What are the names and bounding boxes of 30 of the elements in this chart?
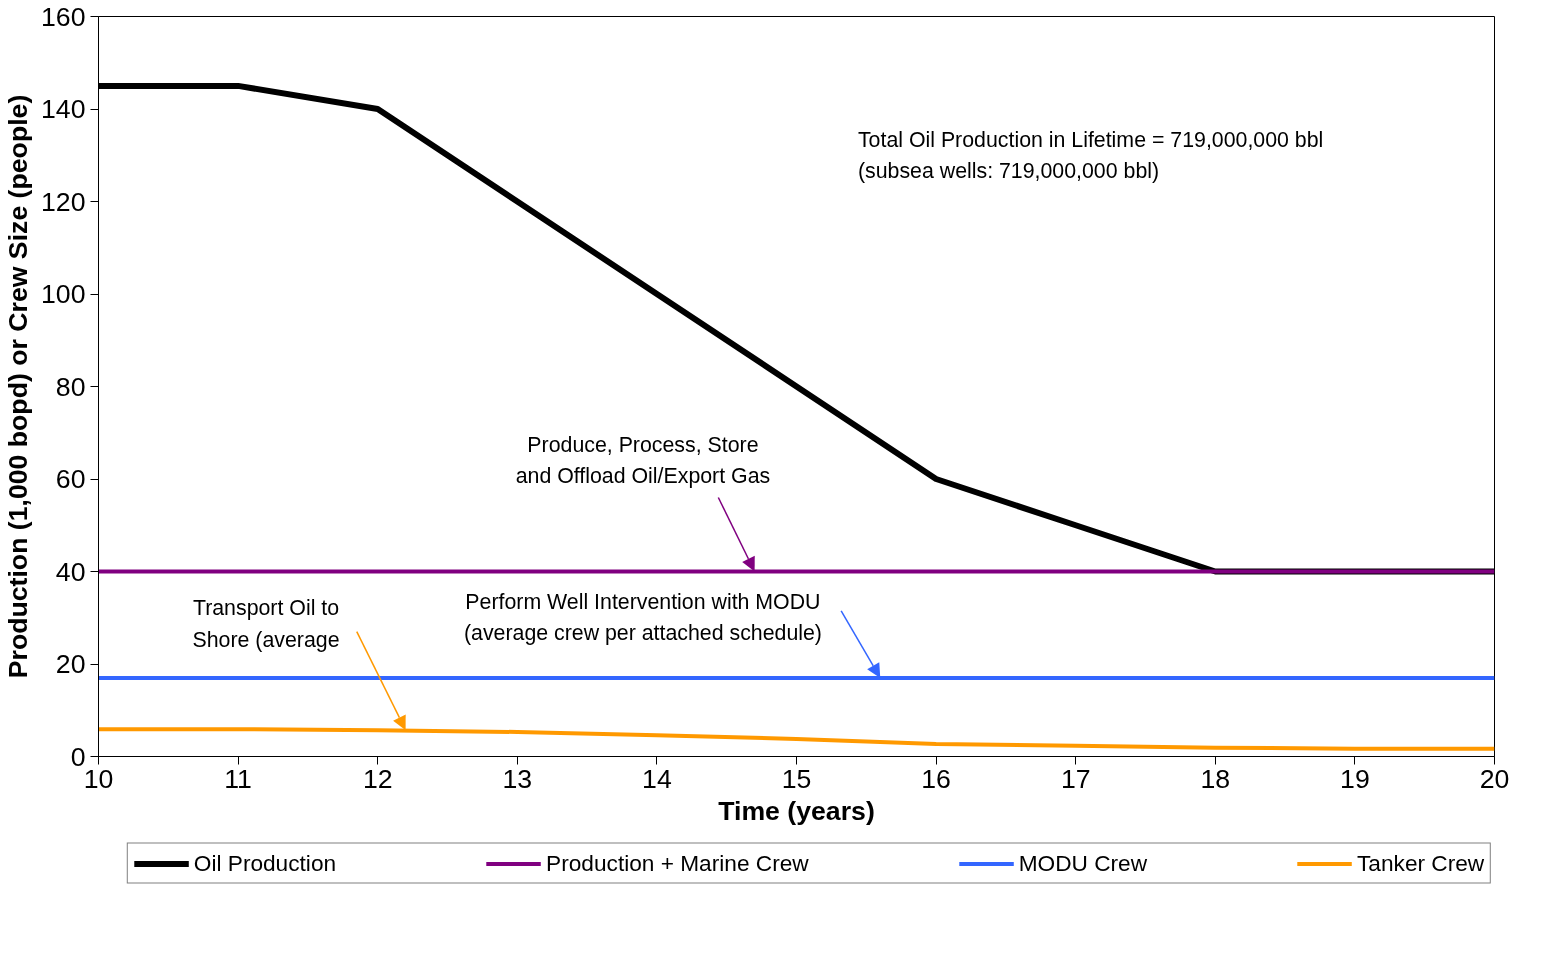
legend-label: Tanker Crew [1357, 849, 1485, 877]
y-tick-label: 120 [41, 186, 86, 217]
y-tick-label: 80 [55, 371, 86, 402]
y-axis-title: Production (1,000 bopd) or Crew Size (people) [3, 94, 34, 679]
x-tick-label: 14 [642, 763, 672, 794]
x-tick-label: 15 [781, 763, 812, 794]
x-tick-label: 10 [83, 763, 114, 794]
y-tick-label: 20 [55, 649, 86, 679]
annotation: Transport Oil to Shore (average [192, 596, 340, 652]
x-tick-label: 19 [1340, 763, 1370, 794]
x-axis-title: Time (years) [718, 795, 875, 826]
annotation: Total Oil Production in Lifetime = 719,000,000 bbl (subsea wells: 719,000,000 bbl) [857, 127, 1324, 183]
x-tick-label: 12 [362, 763, 393, 794]
y-tick-label: 40 [55, 556, 86, 587]
y-tick-label: 60 [55, 464, 86, 494]
x-tick-label: 11 [224, 763, 252, 794]
y-tick-label: 140 [41, 94, 86, 124]
y-tick-label: 0 [70, 741, 86, 772]
annotation: Produce, Process, Store and Offload Oil/Export Gas [515, 433, 771, 489]
x-tick-label: 13 [502, 763, 533, 794]
x-tick-label: 18 [1200, 763, 1231, 794]
x-tick-label: 20 [1479, 763, 1510, 794]
legend-label: MODU Crew [1018, 849, 1148, 877]
annotation: Perform Well Intervention with MODU (average crew per attached schedule) [463, 590, 822, 646]
y-tick-label: 100 [41, 279, 86, 309]
y-tick-label: 160 [41, 1, 86, 32]
legend-label: Production + Marine Crew [546, 849, 809, 877]
legend-label: Oil Production [193, 849, 337, 877]
x-tick-label: 16 [921, 763, 951, 794]
x-tick-label: 17 [1060, 763, 1091, 794]
